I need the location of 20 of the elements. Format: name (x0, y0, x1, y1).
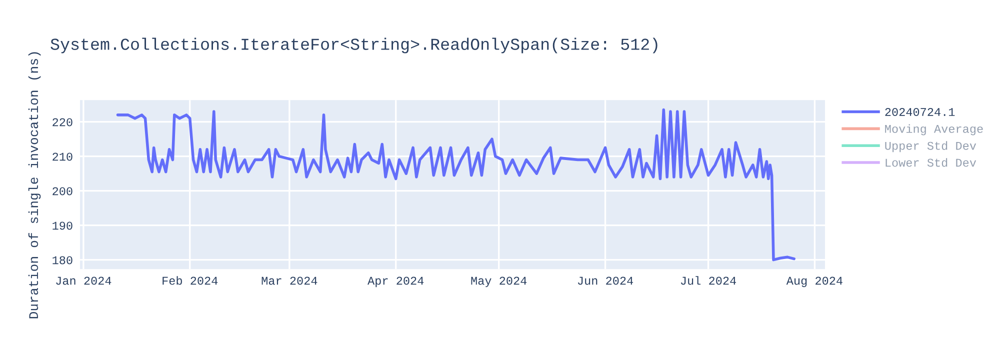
y-tick-label: 210 (52, 152, 72, 161)
x-tick-label: Jun 2024 (578, 276, 634, 285)
y-axis-title: Duration of single invocation (ns) (28, 52, 41, 318)
line-series (116, 108, 796, 262)
x-tick-label: Mar 2024 (262, 276, 318, 285)
x-tick-label: May 2024 (471, 276, 527, 288)
legend-label: Moving Average (885, 124, 983, 136)
y-tick-label: 180 (52, 256, 72, 264)
y-tick-label: 220 (52, 118, 72, 126)
x-tick-label: Feb 2024 (162, 276, 218, 285)
legend-label: Upper Std Dev (885, 141, 976, 152)
x-tick-label: Aug 2024 (786, 276, 842, 288)
legend-label: 20240724.1 (885, 108, 955, 116)
y-tick-label: 190 (52, 222, 72, 230)
y-tick-label: 200 (52, 187, 72, 196)
legend-label: Lower Std Dev (886, 158, 976, 167)
chart-title: System.Collections.IterateFor<String>.ReadOnlySpan(Size: 512) (50, 38, 658, 54)
x-tick-label: Jul 2024 (680, 276, 736, 285)
x-tick-label: Apr 2024 (368, 276, 424, 288)
x-tick-label: Jan 2024 (56, 276, 112, 285)
